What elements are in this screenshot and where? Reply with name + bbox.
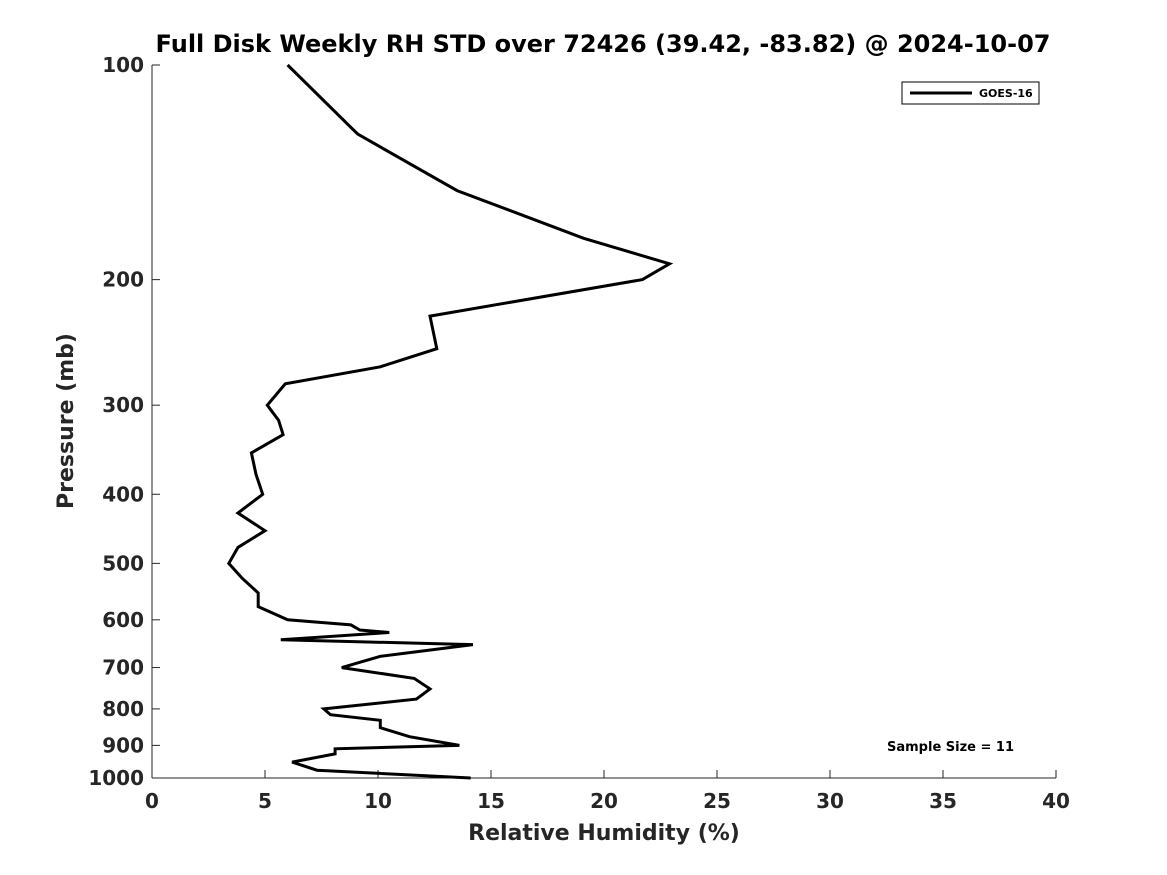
- y-tick-label: 900: [102, 733, 144, 757]
- y-tick-label: 100: [102, 53, 144, 77]
- x-axis-label: Relative Humidity (%): [468, 821, 740, 846]
- x-tick-label: 40: [1042, 789, 1070, 813]
- x-tick-label: 0: [145, 789, 159, 813]
- y-axis-label: Pressure (mb): [54, 333, 79, 509]
- y-tick-label: 700: [102, 656, 144, 680]
- sample-size-annotation: Sample Size = 11: [887, 740, 1014, 755]
- legend-label-goes-16: GOES-16: [979, 87, 1033, 100]
- y-tick-label: 600: [102, 608, 144, 632]
- x-tick-label: 10: [364, 789, 392, 813]
- y-tick-label: 1000: [88, 766, 144, 790]
- x-tick-label: 35: [929, 789, 957, 813]
- x-tick-label: 25: [703, 789, 731, 813]
- series-group: [226, 63, 674, 780]
- y-tick-label: 800: [102, 697, 144, 721]
- x-tick-label: 15: [477, 789, 505, 813]
- y-tick-label: 400: [102, 482, 144, 506]
- legend: GOES-16: [901, 81, 1040, 105]
- x-tick-label: 30: [816, 789, 844, 813]
- y-tick-label: 300: [102, 393, 144, 417]
- y-tick-label: 200: [102, 268, 144, 292]
- x-tick-label: 20: [590, 789, 618, 813]
- y-ticks: 100 200 300 400 500 600 700 800 900 1000: [88, 53, 160, 790]
- plot-area: [152, 65, 1056, 778]
- x-tick-label: 5: [258, 789, 272, 813]
- y-tick-label: 500: [102, 551, 144, 575]
- series-line-goes-16: [226, 63, 674, 780]
- x-ticks: 0 5 10 15 20 25 30 35 40: [145, 770, 1070, 813]
- chart-title: Full Disk Weekly RH STD over 72426 (39.4…: [156, 30, 1051, 58]
